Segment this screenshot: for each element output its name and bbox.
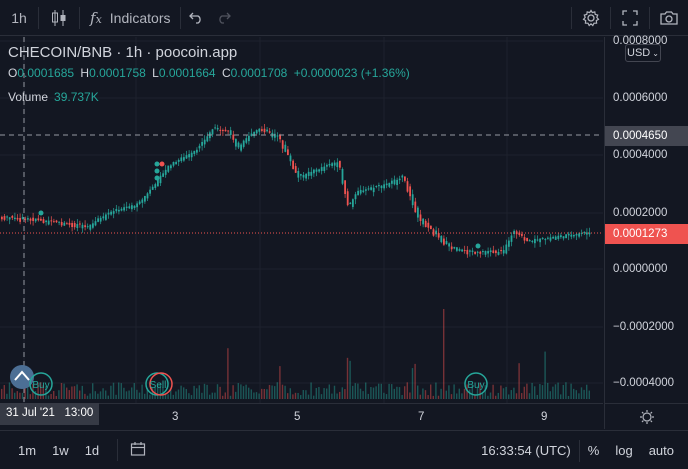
divider xyxy=(79,6,80,29)
redo-icon[interactable] xyxy=(211,0,237,36)
price-tick: 0.0004000 xyxy=(613,149,668,161)
open-value: 0.0001685 xyxy=(17,66,75,80)
currency-label: USD xyxy=(627,47,651,59)
low-value: 0.0001664 xyxy=(158,66,216,80)
home-marker[interactable] xyxy=(10,365,34,389)
divider xyxy=(571,7,572,29)
price-tick: 0.0002000 xyxy=(613,207,668,219)
time-tick: 3 xyxy=(172,411,179,423)
price-tick: −0.0002000 xyxy=(613,321,675,333)
divider xyxy=(578,439,580,462)
currency-select[interactable]: USD ⌄ xyxy=(625,44,661,62)
camera-icon[interactable] xyxy=(650,0,688,36)
high-value: 0.0001758 xyxy=(89,66,146,80)
signal-dots xyxy=(38,161,481,249)
fullscreen-icon[interactable] xyxy=(611,0,649,36)
indicators-label: Indicators xyxy=(109,9,171,26)
high-label: H xyxy=(80,66,90,80)
log-toggle[interactable]: log xyxy=(615,443,633,458)
close-value: 0.0001708 xyxy=(230,66,288,80)
symbol-title: CHECOIN/BNB · 1h · poocoin.app xyxy=(8,44,238,61)
time-axis[interactable]: 3 5 7 9 xyxy=(0,403,603,429)
candles-icon[interactable] xyxy=(39,0,79,36)
volume-legend: Volume 39.737K xyxy=(8,90,410,104)
time-tick: 9 xyxy=(541,411,548,423)
divider xyxy=(649,7,650,29)
buy-marker-2-label: Buy xyxy=(467,380,484,391)
percent-toggle[interactable]: % xyxy=(587,443,600,458)
interval-label: 1h xyxy=(11,9,27,26)
axis-settings-icon[interactable] xyxy=(604,403,688,429)
undo-icon[interactable] xyxy=(181,0,211,36)
auto-toggle[interactable]: auto xyxy=(648,443,674,458)
price-chart[interactable]: Buy Sell Buy xyxy=(0,37,603,403)
sell-marker-label: Sell xyxy=(150,380,167,391)
price-tick: 0.0000000 xyxy=(613,263,668,275)
buy-marker-label: Buy xyxy=(32,380,49,391)
fx-icon: fx xyxy=(90,8,102,27)
last-price-tag: 0.0001273 xyxy=(605,224,688,244)
utc-clock[interactable]: 16:33:54 (UTC) xyxy=(481,443,571,458)
buy-marker[interactable]: Buy xyxy=(29,372,53,396)
volume-bars xyxy=(1,309,590,399)
interval-button[interactable]: 1h xyxy=(0,0,38,36)
chevron-down-icon: ⌄ xyxy=(652,48,659,58)
range-1d-button[interactable]: 1d xyxy=(84,442,100,458)
price-tick: −0.0004000 xyxy=(613,377,675,389)
buy-marker-2[interactable]: Buy xyxy=(464,372,488,396)
price-axis[interactable]: 0.0008000 0.0006000 0.0004000 0.0002000 … xyxy=(604,35,688,403)
chart-legend: CHECOIN/BNB · 1h · poocoin.app O0.000168… xyxy=(8,44,410,104)
crosshair-date-label: 31 Jul '21 13:00 xyxy=(0,403,100,425)
crosshair-price-tag: 0.0004650 xyxy=(605,126,688,146)
bottom-bar: 1m 1w 1d 16:33:54 (UTC) % log auto xyxy=(0,430,688,469)
divider xyxy=(38,6,39,29)
change-value: +0.0000023 (+1.36%) xyxy=(293,66,410,80)
price-tick: 0.0006000 xyxy=(613,92,668,104)
top-toolbar: 1h fx Indicators xyxy=(0,0,688,36)
ohlc-values: O0.0001685 H0.0001758 L0.0001664 C0.0001… xyxy=(8,66,410,80)
volume-label: Volume xyxy=(8,90,49,104)
close-label: C xyxy=(221,66,231,80)
divider xyxy=(180,6,182,29)
time-tick: 7 xyxy=(418,411,425,423)
volume-value: 39.737K xyxy=(54,90,99,104)
indicators-button[interactable]: fx Indicators xyxy=(80,0,180,36)
divider xyxy=(610,7,611,29)
chart-grid xyxy=(0,37,603,403)
toolbar-right xyxy=(571,0,688,36)
range-1w-button[interactable]: 1w xyxy=(52,442,69,458)
date-range-icon[interactable] xyxy=(118,441,158,460)
settings-gear-icon[interactable] xyxy=(572,0,610,36)
open-label: O xyxy=(8,66,18,80)
candlesticks xyxy=(1,123,591,258)
bottom-bar-right: 16:33:54 (UTC) % log auto xyxy=(473,431,682,469)
sell-marker[interactable]: Sell xyxy=(145,372,173,396)
low-label: L xyxy=(152,66,159,80)
divider xyxy=(117,439,119,461)
range-1m-button[interactable]: 1m xyxy=(18,442,37,458)
time-tick: 5 xyxy=(294,411,301,423)
